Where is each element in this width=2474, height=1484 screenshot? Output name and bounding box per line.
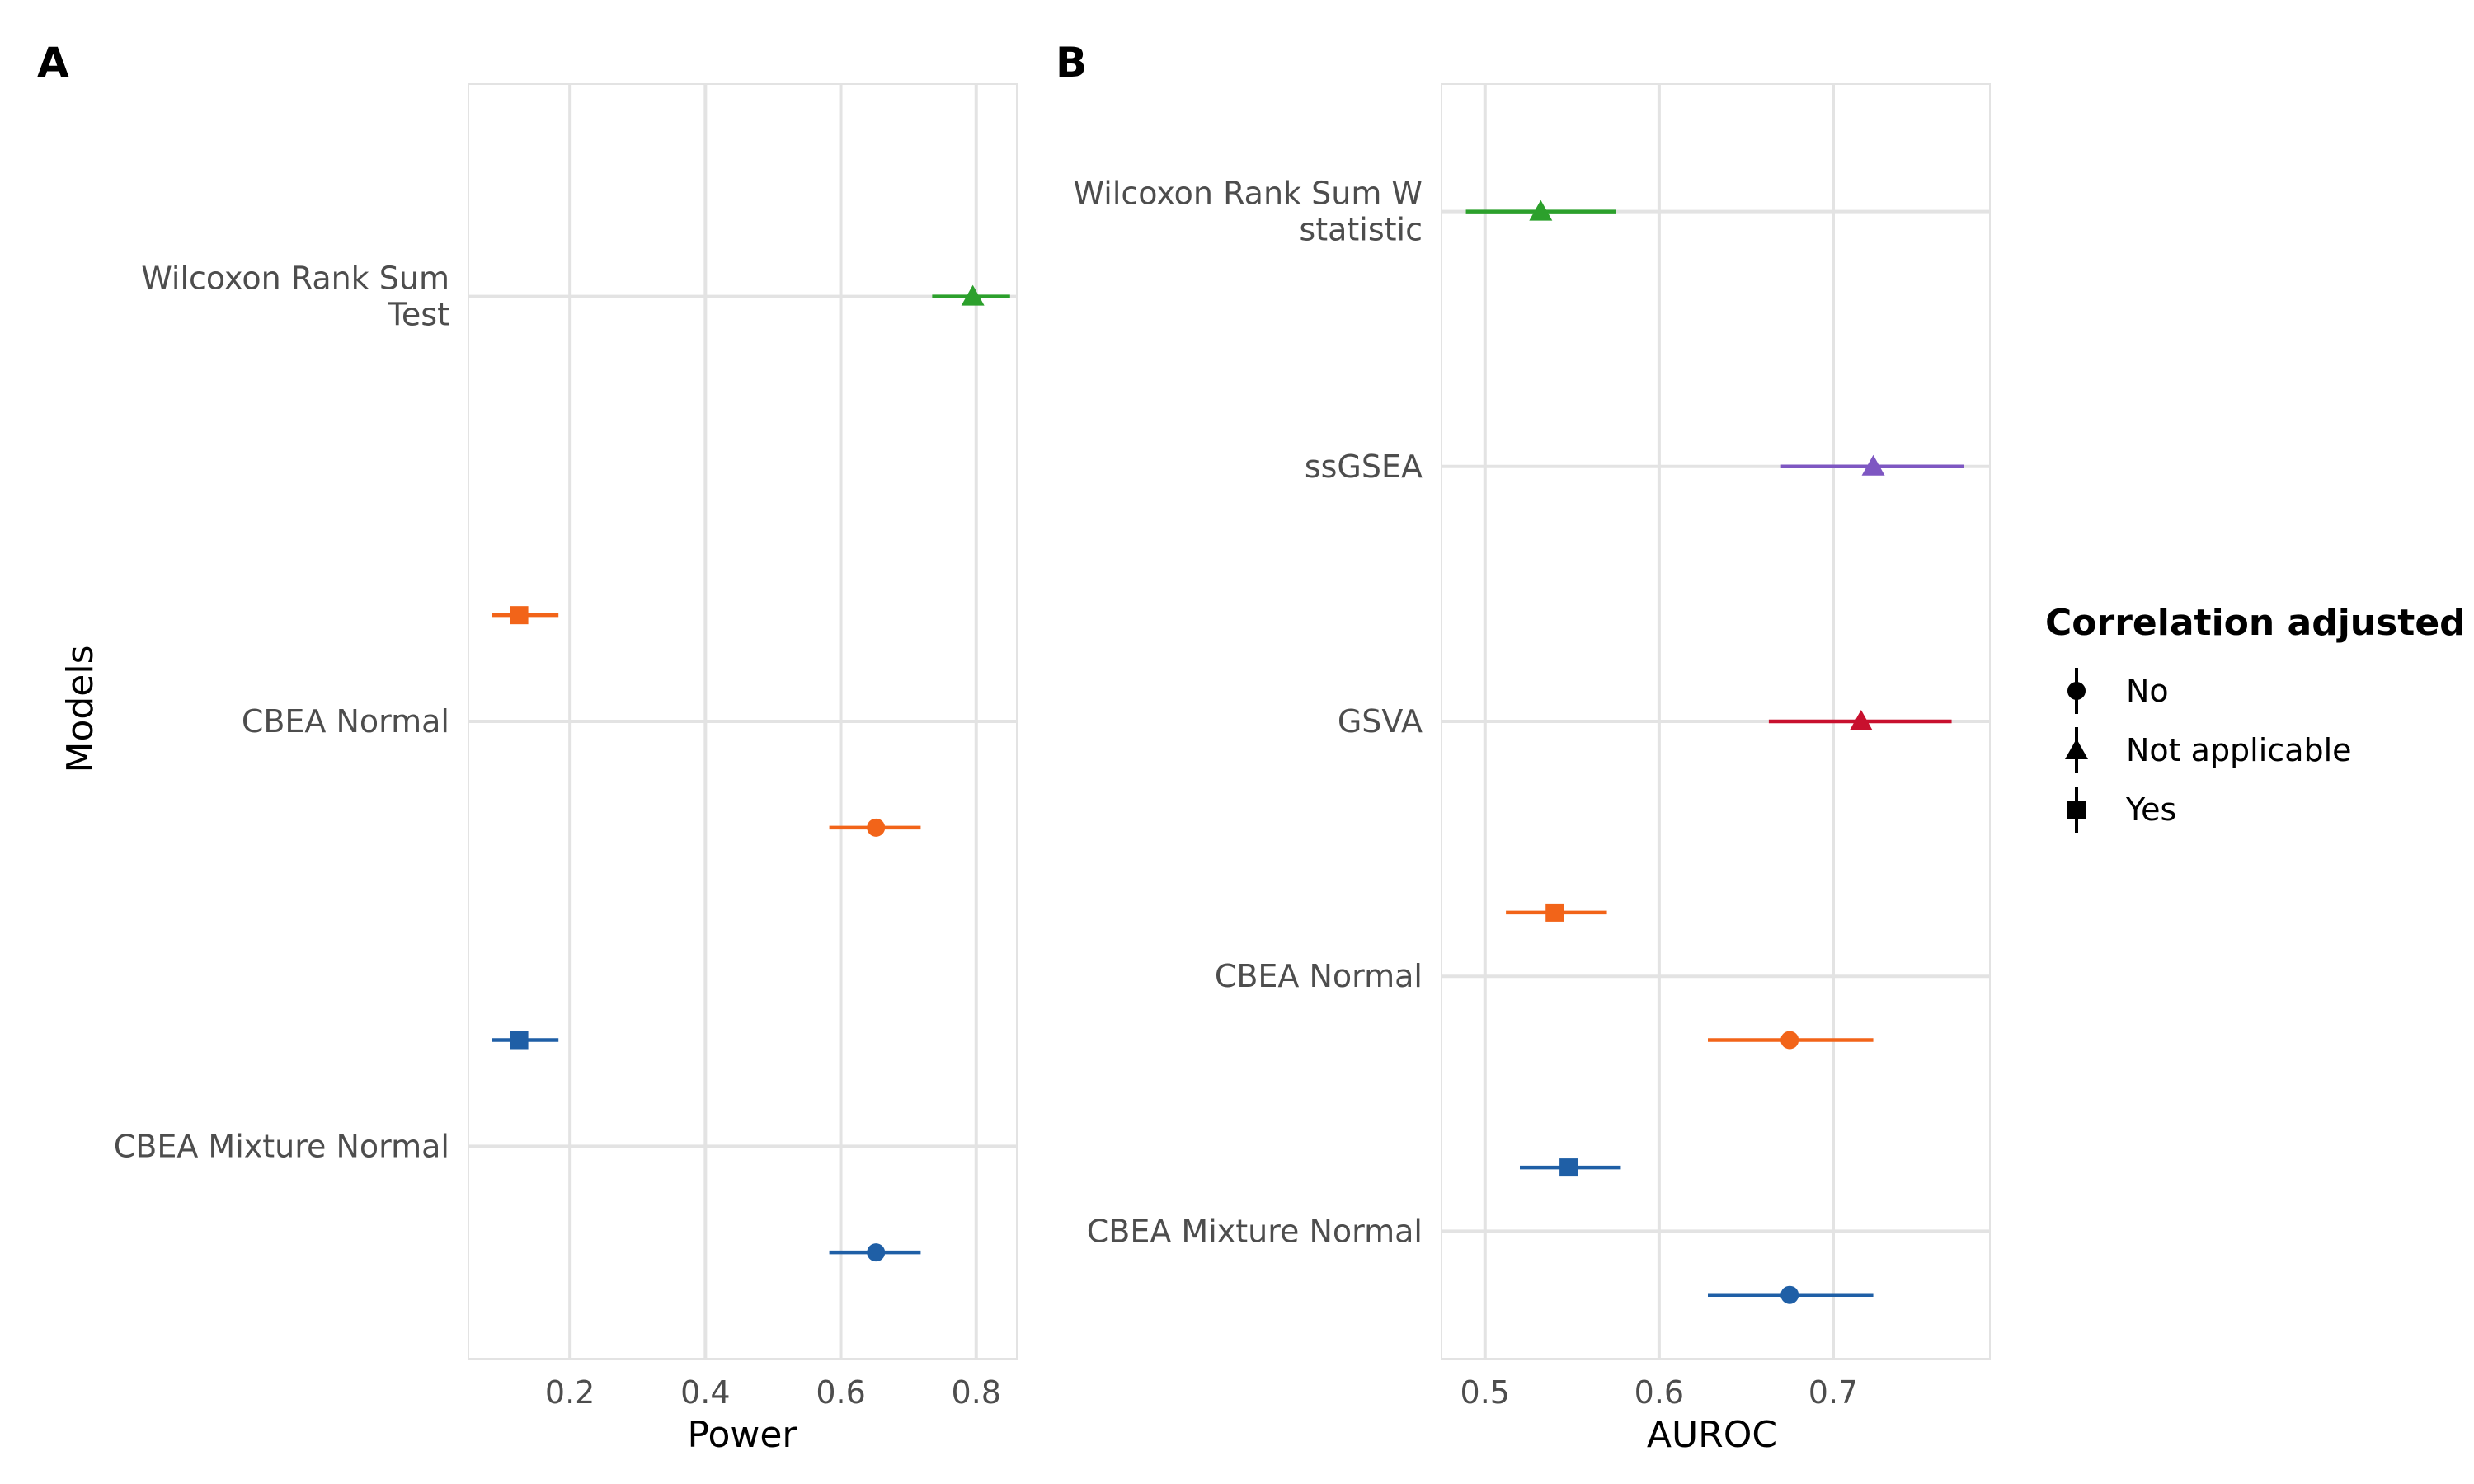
y-tick-label-line: Wilcoxon Rank Sum W — [1074, 176, 1423, 212]
y-tick-label: CBEA Normal — [1215, 958, 1423, 994]
y-tick-label: GSVA — [1338, 703, 1423, 740]
data-point — [1849, 710, 1873, 730]
x-tick-label: 0.6 — [816, 1374, 865, 1411]
data-point — [1529, 200, 1553, 221]
data-point — [1861, 454, 1885, 476]
data-point — [1559, 1158, 1578, 1177]
panel-b-label: B — [1056, 39, 1087, 87]
legend-item-label: Yes — [2125, 791, 2176, 828]
panel-a: A Models Power 0.2 0.4 0.6 0.8 Wilcoxon Rank… — [37, 39, 1018, 1456]
y-tick-label: CBEA Mixture Normal — [114, 1128, 449, 1164]
panel-a-y-axis-label: Models — [59, 645, 101, 773]
x-tick-label: 0.6 — [1634, 1374, 1684, 1411]
y-tick-label: CBEA Normal — [242, 703, 449, 740]
y-tick-label-line: Test — [387, 297, 449, 333]
y-tick-label-line: Wilcoxon Rank Sum — [141, 261, 449, 297]
legend-key-square-icon — [2067, 801, 2086, 819]
data-point — [1780, 1285, 1799, 1304]
y-tick-label-line: statistic — [1299, 212, 1423, 248]
panel-a-x-axis-label: Power — [687, 1414, 797, 1456]
legend-item-label: No — [2126, 673, 2169, 709]
legend-title: Correlation adjusted — [2045, 602, 2466, 644]
legend-key-triangle-icon — [2065, 739, 2088, 759]
x-tick-label: 0.4 — [680, 1374, 730, 1411]
y-tick-label: CBEA Mixture Normal — [1087, 1213, 1423, 1249]
data-point — [1780, 1031, 1799, 1050]
y-tick-label: ssGSEA — [1305, 448, 1423, 485]
data-point — [867, 1243, 886, 1262]
legend-key-circle-icon — [2067, 682, 2086, 700]
y-tick-label-line: ssGSEA — [1305, 448, 1423, 485]
x-tick-label: 0.2 — [545, 1374, 595, 1411]
x-tick-label: 0.5 — [1460, 1374, 1510, 1411]
panel-a-label: A — [37, 39, 69, 87]
panel-b-x-axis-label: AUROC — [1647, 1414, 1777, 1456]
x-tick-label: 0.8 — [952, 1374, 1001, 1411]
y-tick-label-line: CBEA Mixture Normal — [114, 1128, 449, 1164]
legend-item-label: Not applicable — [2126, 732, 2352, 768]
y-tick-label-line: CBEA Normal — [1215, 958, 1423, 994]
data-point — [1545, 903, 1564, 922]
y-tick-label-line: GSVA — [1338, 703, 1423, 740]
data-point — [867, 818, 886, 837]
data-point — [510, 606, 529, 625]
y-tick-label: Wilcoxon Rank Sum Test — [141, 261, 449, 333]
legend: Correlation adjusted No Not applicable Yes — [2045, 602, 2466, 833]
data-point — [510, 1031, 529, 1050]
x-tick-label: 0.7 — [1808, 1374, 1858, 1411]
y-tick-label-line: CBEA Normal — [242, 703, 449, 740]
data-point — [961, 284, 985, 306]
y-tick-label-line: CBEA Mixture Normal — [1087, 1213, 1423, 1249]
